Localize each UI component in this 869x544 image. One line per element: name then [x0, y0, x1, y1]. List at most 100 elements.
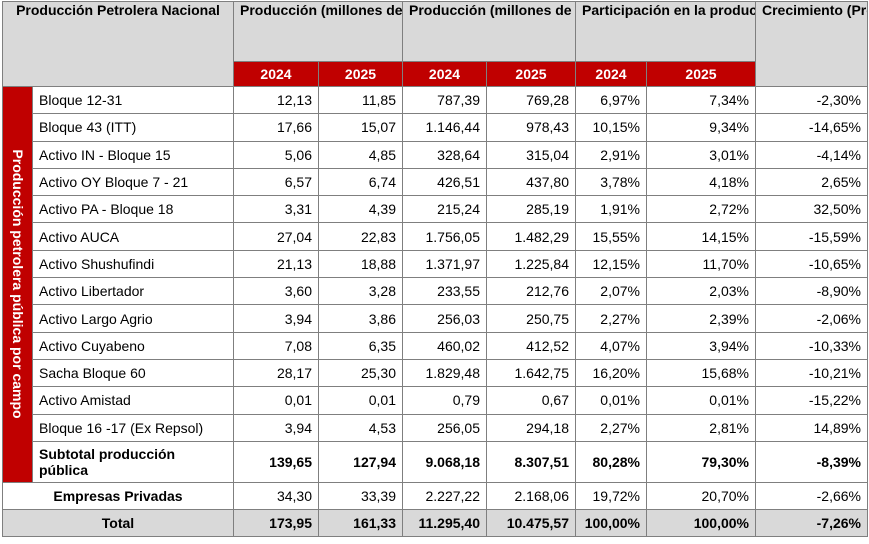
growth: -15,22% [755, 386, 868, 415]
barrels-2025: 25,30 [318, 358, 403, 388]
private-label: Empresas Privadas [2, 481, 234, 510]
barrels-2024: 21,13 [233, 249, 319, 279]
subtotal-usd-2025: 8.307,51 [486, 440, 576, 483]
share-2024: 2,27% [575, 304, 647, 333]
total-share-2024: 100,00% [575, 508, 647, 537]
growth: -2,06% [755, 304, 868, 333]
share-2025: 11,70% [646, 249, 756, 279]
usd-2025: 1.642,75 [486, 358, 576, 388]
year-header-share-2025: 2025 [646, 61, 756, 87]
subtotal-row: Subtotal producción pública 139,65 127,9… [3, 440, 868, 483]
usd-2025: 412,52 [486, 331, 576, 360]
share-2024: 15,55% [575, 222, 647, 251]
share-2025: 7,34% [646, 85, 756, 115]
share-2025: 15,68% [646, 358, 756, 388]
usd-2025: 250,75 [486, 304, 576, 333]
share-2024: 2,07% [575, 277, 647, 306]
private-share-2024: 19,72% [575, 481, 647, 510]
growth: -14,65% [755, 113, 868, 142]
share-2025: 2,39% [646, 304, 756, 333]
subtotal-growth: -8,39% [755, 440, 868, 483]
table-row: Bloque 43 (ITT) 17,66 15,07 1.146,44 978… [3, 113, 868, 142]
subtotal-share-2025: 79,30% [646, 440, 756, 483]
table-row: Activo IN - Bloque 15 5,06 4,85 328,64 3… [3, 140, 868, 169]
growth: 2,65% [755, 167, 868, 197]
usd-2024: 328,64 [402, 140, 487, 169]
field-name: Bloque 43 (ITT) [32, 113, 234, 142]
usd-2024: 256,03 [402, 304, 487, 333]
year-header-barrels-2025: 2025 [318, 61, 403, 87]
usd-2025: 315,04 [486, 140, 576, 169]
year-header-share-2024: 2024 [575, 61, 647, 87]
share-2024: 4,07% [575, 331, 647, 360]
table-row: Bloque 16 -17 (Ex Repsol) 3,94 4,53 256,… [3, 413, 868, 442]
growth: -4,14% [755, 140, 868, 169]
barrels-2025: 18,88 [318, 249, 403, 279]
private-barrels-2024: 34,30 [233, 481, 319, 510]
barrels-2024: 5,06 [233, 140, 319, 169]
private-barrels-2025: 33,39 [318, 481, 403, 510]
table-row: Activo Cuyabeno 7,08 6,35 460,02 412,52 … [3, 331, 868, 360]
usd-2024: 0,79 [402, 386, 487, 415]
subtotal-label: Subtotal producción pública [32, 440, 234, 483]
usd-2024: 1.371,97 [402, 249, 487, 279]
side-band: Producción petrolera pública por campo [2, 86, 33, 483]
growth: -10,21% [755, 358, 868, 388]
barrels-2025: 6,74 [318, 167, 403, 197]
table-row: Activo Amistad 0,01 0,01 0,79 0,67 0,01%… [3, 386, 868, 415]
total-share-2025: 100,00% [646, 508, 756, 537]
barrels-2025: 4,53 [318, 413, 403, 442]
field-name: Activo Largo Agrio [32, 304, 234, 333]
usd-2024: 256,05 [402, 413, 487, 442]
table-row: Activo Libertador 3,60 3,28 233,55 212,7… [3, 277, 868, 306]
table-row: Sacha Bloque 60 28,17 25,30 1.829,48 1.6… [3, 358, 868, 388]
usd-2025: 212,76 [486, 277, 576, 306]
field-name: Activo Libertador [32, 277, 234, 306]
growth: -15,59% [755, 222, 868, 251]
barrels-2025: 4,39 [318, 195, 403, 224]
total-label: Total [2, 508, 234, 537]
field-name: Bloque 12-31 [32, 85, 234, 115]
usd-2024: 460,02 [402, 331, 487, 360]
field-name: Activo AUCA [32, 222, 234, 251]
barrels-2024: 17,66 [233, 113, 319, 142]
private-usd-2024: 2.227,22 [402, 481, 487, 510]
barrels-2024: 12,13 [233, 85, 319, 115]
usd-2025: 1.225,84 [486, 249, 576, 279]
barrels-2024: 3,31 [233, 195, 319, 224]
table-row: Producción petrolera pública por campo B… [2, 85, 868, 483]
private-share-2025: 20,70% [646, 481, 756, 510]
share-2025: 3,94% [646, 331, 756, 360]
subtotal-usd-2024: 9.068,18 [402, 440, 487, 483]
share-2025: 2,81% [646, 413, 756, 442]
year-header-barrels-2024: 2024 [233, 61, 319, 87]
field-name: Bloque 16 -17 (Ex Repsol) [32, 413, 234, 442]
field-name: Activo IN - Bloque 15 [32, 140, 234, 169]
total-barrels-2024: 173,95 [233, 508, 319, 537]
field-name: Activo Cuyabeno [32, 331, 234, 360]
header-production-barrels: Producción (millones de barriles) [233, 1, 403, 62]
share-2024: 10,15% [575, 113, 647, 142]
usd-2024: 1.756,05 [402, 222, 487, 251]
usd-2024: 426,51 [402, 167, 487, 197]
total-usd-2024: 11.295,40 [402, 508, 487, 537]
barrels-2024: 0,01 [233, 386, 319, 415]
table-row: Activo AUCA 27,04 22,83 1.756,05 1.482,2… [3, 222, 868, 251]
growth: -10,33% [755, 331, 868, 360]
share-2025: 9,34% [646, 113, 756, 142]
table-title: Producción Petrolera Nacional [2, 1, 234, 87]
subtotal-barrels-2025: 127,94 [318, 440, 403, 483]
share-2025: 14,15% [646, 222, 756, 251]
growth: -10,65% [755, 249, 868, 279]
share-2025: 2,72% [646, 195, 756, 224]
barrels-2025: 22,83 [318, 222, 403, 251]
subtotal-barrels-2024: 139,65 [233, 440, 319, 483]
header-production-usd: Producción (millones de US$) [402, 1, 576, 62]
usd-2025: 437,80 [486, 167, 576, 197]
field-name: Activo PA - Bloque 18 [32, 195, 234, 224]
total-row: Total 173,95 161,33 11.295,40 10.475,57 … [2, 508, 868, 537]
usd-2025: 0,67 [486, 386, 576, 415]
table-row: Activo PA - Bloque 18 3,31 4,39 215,24 2… [3, 195, 868, 224]
barrels-2025: 4,85 [318, 140, 403, 169]
